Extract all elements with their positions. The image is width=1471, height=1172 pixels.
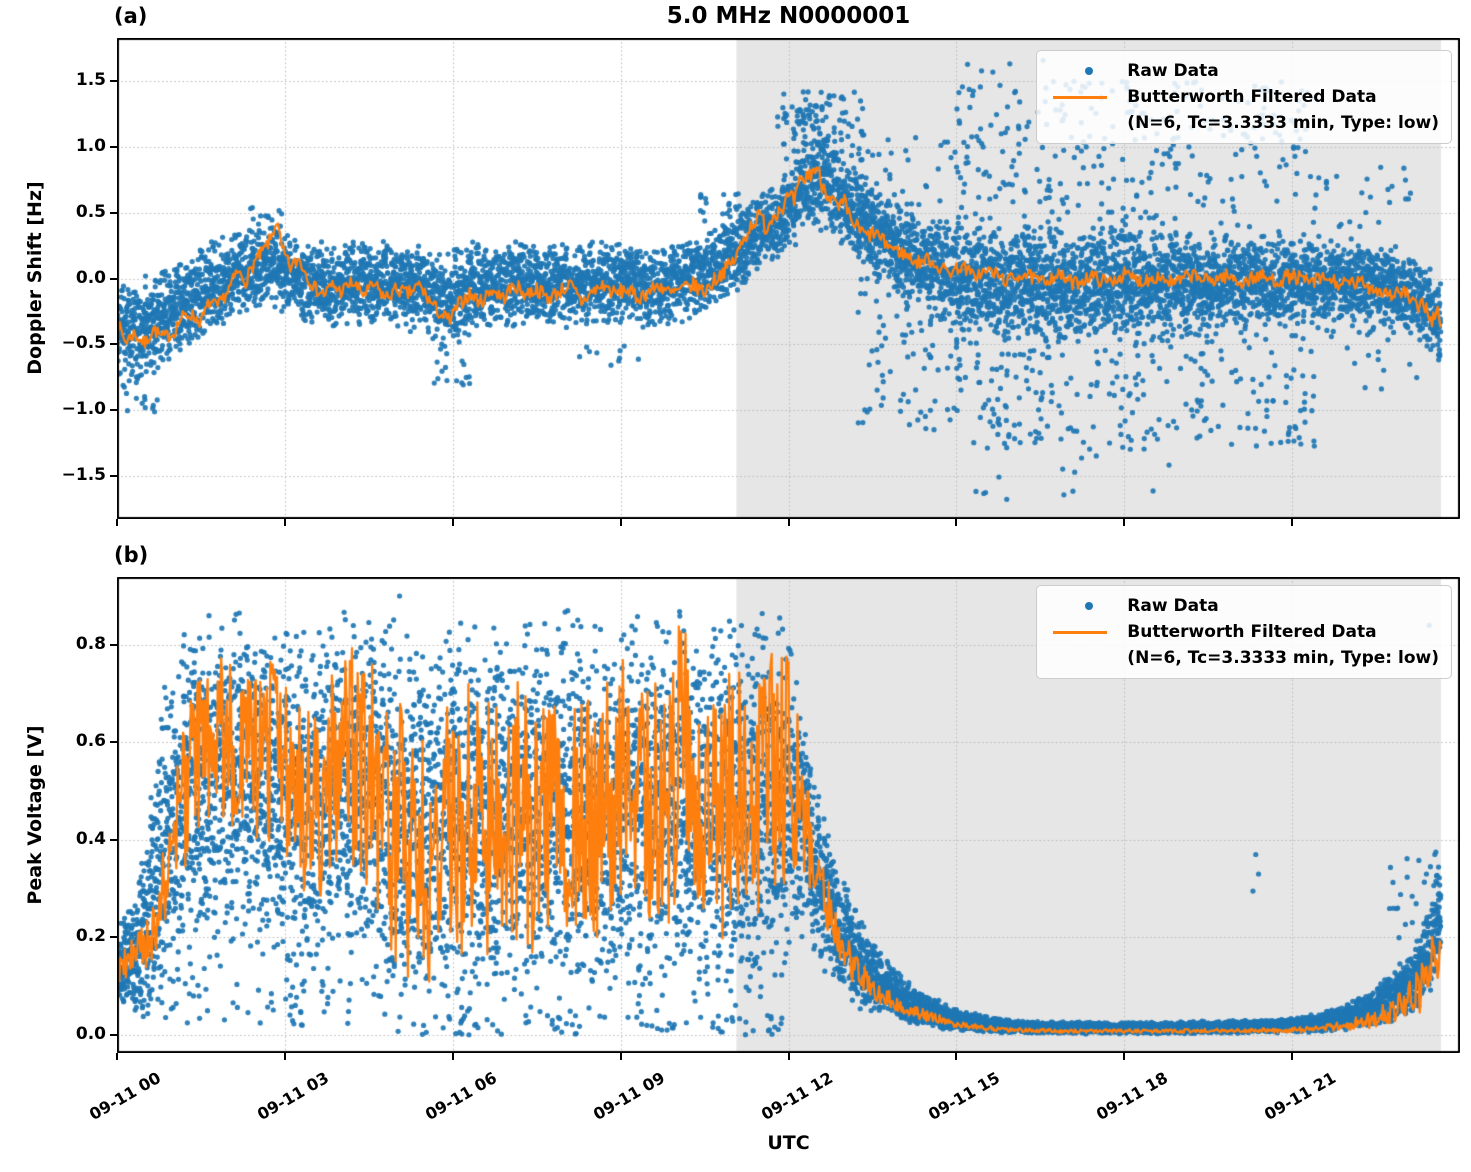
y-tick-mark [110,838,117,841]
y-tick-mark [110,741,117,744]
x-tick-label: 09-11 06 [421,1068,500,1124]
y-axis-title-doppler: Doppler Shift [Hz] [24,181,46,375]
legend-entry-raw: Raw Data [1051,58,1439,84]
y-tick-mark [110,211,117,214]
x-tick-label: 09-11 00 [86,1068,164,1124]
legend-filtered-params: (N=6, Tc=3.3333 min, Type: low) [1127,113,1439,133]
y-tick-label: 0.0 [75,267,106,288]
x-tick-mark [283,1053,286,1060]
y-tick-label: 0.4 [75,828,106,849]
y-tick-label: 0.0 [75,1023,106,1044]
y-tick-mark [110,146,117,149]
y-tick-mark [110,474,117,477]
filtered-line-marker-icon [1053,630,1108,634]
x-tick-label: 09-11 03 [253,1068,332,1124]
figure-title: 5.0 MHz N0000001 [666,3,911,29]
panel-b-legend: Raw Data Butterworth Filtered Data (N=6,… [1036,585,1452,679]
x-tick-mark [619,1053,622,1060]
panel-b-label: (b) [114,543,149,567]
x-tick-label: 09-11 09 [589,1068,668,1124]
x-tick-mark [451,519,454,526]
y-tick-label: 0.8 [75,633,106,654]
x-tick-mark [955,519,958,526]
legend-filtered-label: Butterworth Filtered Data [1127,87,1377,107]
panel-a-plot-area: Raw Data Butterworth Filtered Data (N=6,… [117,38,1460,519]
y-tick-label: −0.5 [61,333,106,354]
x-tick-mark [1291,519,1294,526]
x-tick-mark [787,1053,790,1060]
y-tick-label: 1.5 [75,70,106,91]
filtered-line-marker-icon [1053,95,1108,99]
x-tick-mark [116,1053,118,1060]
y-tick-label: −1.5 [61,464,106,485]
panel-a-label: (a) [114,4,148,28]
x-tick-label: 09-11 18 [1093,1068,1172,1124]
legend-filtered-params: (N=6, Tc=3.3333 min, Type: low) [1127,648,1439,668]
x-tick-mark [1291,1053,1294,1060]
legend-filtered-label: Butterworth Filtered Data [1127,622,1377,642]
y-tick-mark [110,277,117,280]
y-tick-label: 0.6 [75,731,106,752]
raw-data-marker-icon [1085,602,1094,610]
panel-a-legend: Raw Data Butterworth Filtered Data (N=6,… [1036,50,1452,144]
y-tick-label: 0.2 [75,926,106,947]
legend-raw-label: Raw Data [1127,61,1219,81]
x-tick-mark [451,1053,454,1060]
y-axis-title-voltage: Peak Voltage [V] [24,725,46,905]
x-tick-mark [619,519,622,526]
x-tick-mark [283,519,286,526]
x-tick-label: 09-11 15 [925,1068,1004,1124]
legend-raw-label: Raw Data [1127,596,1219,616]
y-tick-mark [110,80,117,83]
y-tick-mark [110,408,117,411]
y-tick-label: 0.5 [75,201,106,222]
y-tick-label: −1.0 [61,398,106,419]
y-tick-mark [110,936,117,939]
x-tick-mark [116,519,118,526]
legend-entry-filtered: Butterworth Filtered Data (N=6, Tc=3.333… [1051,84,1439,136]
y-tick-mark [110,343,117,346]
y-tick-mark [110,1033,117,1036]
x-tick-mark [787,519,790,526]
x-tick-mark [955,1053,958,1060]
x-tick-label: 09-11 21 [1261,1068,1340,1124]
raw-data-marker-icon [1085,67,1094,75]
x-tick-mark [1123,519,1126,526]
x-axis-title: UTC [767,1132,810,1154]
y-tick-label: 1.0 [75,136,106,157]
legend-entry-filtered: Butterworth Filtered Data (N=6, Tc=3.333… [1051,619,1439,671]
legend-entry-raw: Raw Data [1051,593,1439,619]
x-tick-mark [1123,1053,1126,1060]
panel-b-plot-area: Raw Data Butterworth Filtered Data (N=6,… [117,577,1460,1053]
y-tick-mark [110,643,117,646]
x-tick-label: 09-11 12 [757,1068,836,1124]
